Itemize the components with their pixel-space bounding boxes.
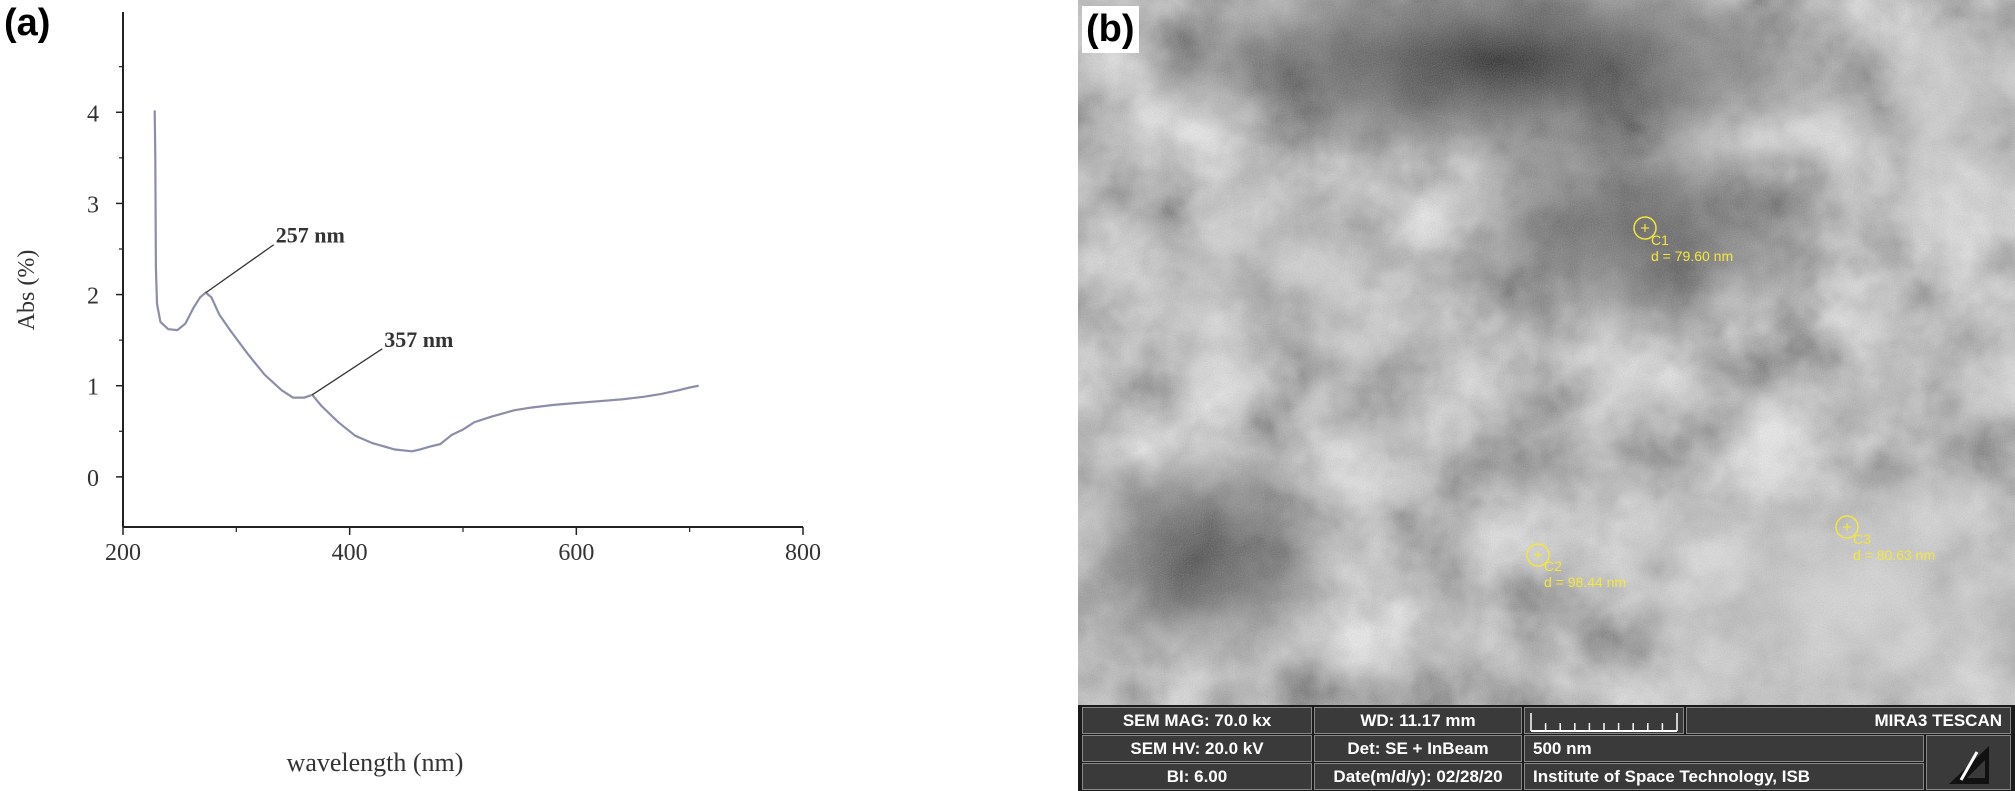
working-distance: WD: 11.17 mm	[1314, 707, 1522, 734]
y-tick-label: 0	[87, 466, 99, 492]
y-tick-label: 4	[87, 101, 99, 127]
y-tick-label: 1	[87, 375, 99, 401]
y-axis-label: Abs (%)	[14, 250, 40, 331]
uv-vis-chart: 200 400 600 800 0 1 2 3 4 257 nm 357 nm wavelengt…	[14, 12, 821, 777]
sem-micrograph	[1058, 0, 2015, 770]
detector: Det: SE + InBeam	[1314, 735, 1522, 762]
chart-annotations: 257 nm 357 nm	[205, 223, 453, 396]
sem-hv: SEM HV: 20.0 kV	[1082, 735, 1312, 762]
scale-bar-ruler	[1524, 707, 1684, 734]
panel-b-label: (b)	[1082, 6, 1139, 53]
c2-circle-icon	[1526, 543, 1550, 567]
c1-label: C1 d = 79.60 nm	[1651, 232, 1734, 264]
sem-mag: SEM MAG: 70.0 kx	[1082, 707, 1312, 734]
c3-label: C3 d = 80.63 nm	[1853, 531, 1936, 563]
y-tick-label: 2	[87, 284, 99, 310]
c1-circle-icon	[1633, 216, 1657, 240]
annotation-label: 357 nm	[384, 327, 453, 352]
annotation-label: 257 nm	[276, 223, 345, 248]
acquisition-date: Date(m/d/y): 02/28/20	[1314, 763, 1522, 790]
x-tick-label: 800	[785, 540, 821, 566]
sem-info-bar: SEM MAG: 70.0 kx WD: 11.17 mm MIRA3 TESC…	[1078, 705, 2015, 791]
chart-ticks: 200 400 600 800 0 1 2 3 4	[87, 66, 821, 566]
scale-bar-icon	[1530, 713, 1678, 732]
instrument-brand: MIRA3 TESCAN	[1686, 707, 2011, 734]
absorbance-series-line	[153, 110, 699, 453]
bi-value: BI: 6.00	[1082, 763, 1312, 790]
sem-image-panel: C1 d = 79.60 nm C2 d = 98.44 nm C3 d = 80.6…	[1058, 0, 2015, 791]
scale-value: 500 nm	[1524, 735, 1924, 762]
annotation-leader	[205, 244, 275, 294]
chart-axes	[122, 12, 803, 528]
measurement-circles	[1526, 216, 1859, 567]
x-tick-label: 600	[558, 540, 594, 566]
tescan-logo-icon	[1926, 735, 2011, 790]
c2-label: C2 d = 98.44 nm	[1544, 558, 1627, 590]
x-tick-label: 400	[332, 540, 368, 566]
institute-name: Institute of Space Technology, ISB	[1524, 763, 1924, 790]
c3-circle-icon	[1835, 515, 1859, 539]
y-tick-label: 3	[87, 192, 99, 218]
x-tick-label: 200	[105, 540, 141, 566]
panel-a-label: (a)	[4, 2, 51, 45]
x-axis-label: wavelength (nm)	[287, 748, 464, 777]
annotation-leader	[311, 348, 383, 396]
